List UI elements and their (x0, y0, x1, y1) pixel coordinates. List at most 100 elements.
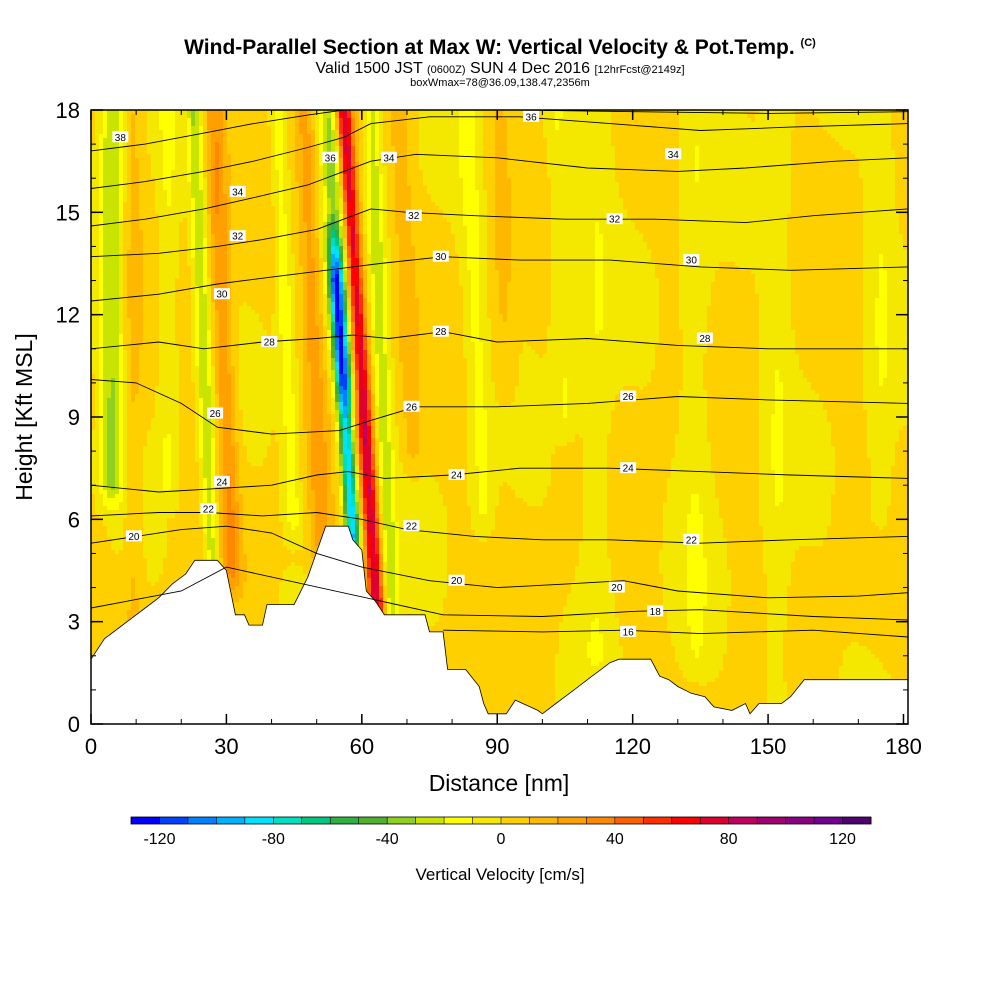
heat-cell (363, 206, 368, 211)
heat-cell (403, 146, 408, 151)
heat-cell (639, 150, 644, 155)
heat-cell (451, 118, 456, 123)
heat-cell (607, 134, 612, 139)
heat-cell (903, 162, 908, 167)
heat-cell (551, 178, 556, 183)
heat-cell (247, 118, 252, 123)
heat-cell (359, 202, 364, 207)
heat-cell (463, 138, 468, 143)
heat-cell (255, 166, 260, 171)
heat-cell (527, 166, 532, 171)
heat-cell (679, 162, 684, 167)
heat-cell (359, 146, 364, 151)
heat-cell (583, 170, 588, 175)
heat-cell (451, 202, 456, 207)
heat-cell (155, 142, 160, 147)
heat-cell (711, 158, 716, 163)
heat-cell (811, 178, 816, 183)
heat-cell (875, 202, 880, 207)
heat-cell (855, 118, 860, 123)
heat-cell (219, 150, 224, 155)
heat-cell (587, 150, 592, 155)
heat-cell (867, 194, 872, 199)
heat-cell (335, 114, 340, 119)
heat-cell (783, 174, 788, 179)
heat-cell (803, 162, 808, 167)
heat-cell (463, 158, 468, 163)
heat-cell (575, 174, 580, 179)
heat-cell (563, 122, 568, 127)
heat-cell (783, 178, 788, 183)
heat-cell (895, 198, 900, 203)
heat-cell (175, 170, 180, 175)
heat-cell (247, 178, 252, 183)
heat-cell (475, 178, 480, 183)
heat-cell (271, 130, 276, 135)
heat-cell (599, 174, 604, 179)
heat-cell (715, 178, 720, 183)
heat-cell (235, 206, 240, 211)
heat-cell (779, 202, 784, 207)
heat-cell (695, 138, 700, 143)
heat-cell (299, 194, 304, 199)
heat-cell (627, 130, 632, 135)
heat-cell (567, 158, 572, 163)
heat-cell (235, 150, 240, 155)
heat-cell (211, 126, 216, 131)
heat-cell (99, 158, 104, 163)
heat-cell (467, 118, 472, 123)
heat-cell (455, 146, 460, 151)
heat-cell (663, 198, 668, 203)
heat-cell (495, 122, 500, 127)
heat-cell (199, 198, 204, 203)
heat-cell (543, 122, 548, 127)
heat-cell (563, 158, 568, 163)
heat-cell (363, 186, 368, 191)
heat-cell (623, 114, 628, 119)
heat-cell (635, 202, 640, 207)
heat-cell (559, 158, 564, 163)
heat-cell (463, 134, 468, 139)
heat-cell (327, 114, 332, 119)
heat-cell (819, 178, 824, 183)
heat-cell (691, 166, 696, 171)
heat-cell (559, 122, 564, 127)
heat-cell (443, 150, 448, 155)
heat-cell (851, 134, 856, 139)
heat-cell (563, 150, 568, 155)
heat-cell (643, 130, 648, 135)
heat-cell (431, 122, 436, 127)
heat-cell (511, 114, 516, 119)
heat-cell (175, 166, 180, 171)
heat-cell (439, 162, 444, 167)
heat-cell (819, 202, 824, 207)
heat-cell (127, 186, 132, 191)
heat-cell (407, 162, 412, 167)
heat-cell (191, 166, 196, 171)
heat-cell (367, 202, 372, 207)
heat-cell (547, 194, 552, 199)
heat-cell (651, 178, 656, 183)
heat-cell (131, 130, 136, 135)
heat-cell (511, 166, 516, 171)
heat-cell (191, 130, 196, 135)
heat-cell (667, 190, 672, 195)
heat-cell (759, 118, 764, 123)
heat-cell (867, 114, 872, 119)
heat-cell (739, 142, 744, 147)
heat-cell (843, 154, 848, 159)
heat-cell (103, 138, 108, 143)
heat-cell (547, 134, 552, 139)
heat-cell (107, 166, 112, 171)
heat-cell (195, 178, 200, 183)
heat-cell (731, 162, 736, 167)
heat-cell (235, 134, 240, 139)
heat-cell (563, 198, 568, 203)
heat-cell (783, 142, 788, 147)
heat-cell (263, 130, 268, 135)
heat-cell (531, 170, 536, 175)
heat-cell (507, 162, 512, 167)
heat-cell (627, 134, 632, 139)
heat-cell (295, 122, 300, 127)
heat-cell (243, 130, 248, 135)
